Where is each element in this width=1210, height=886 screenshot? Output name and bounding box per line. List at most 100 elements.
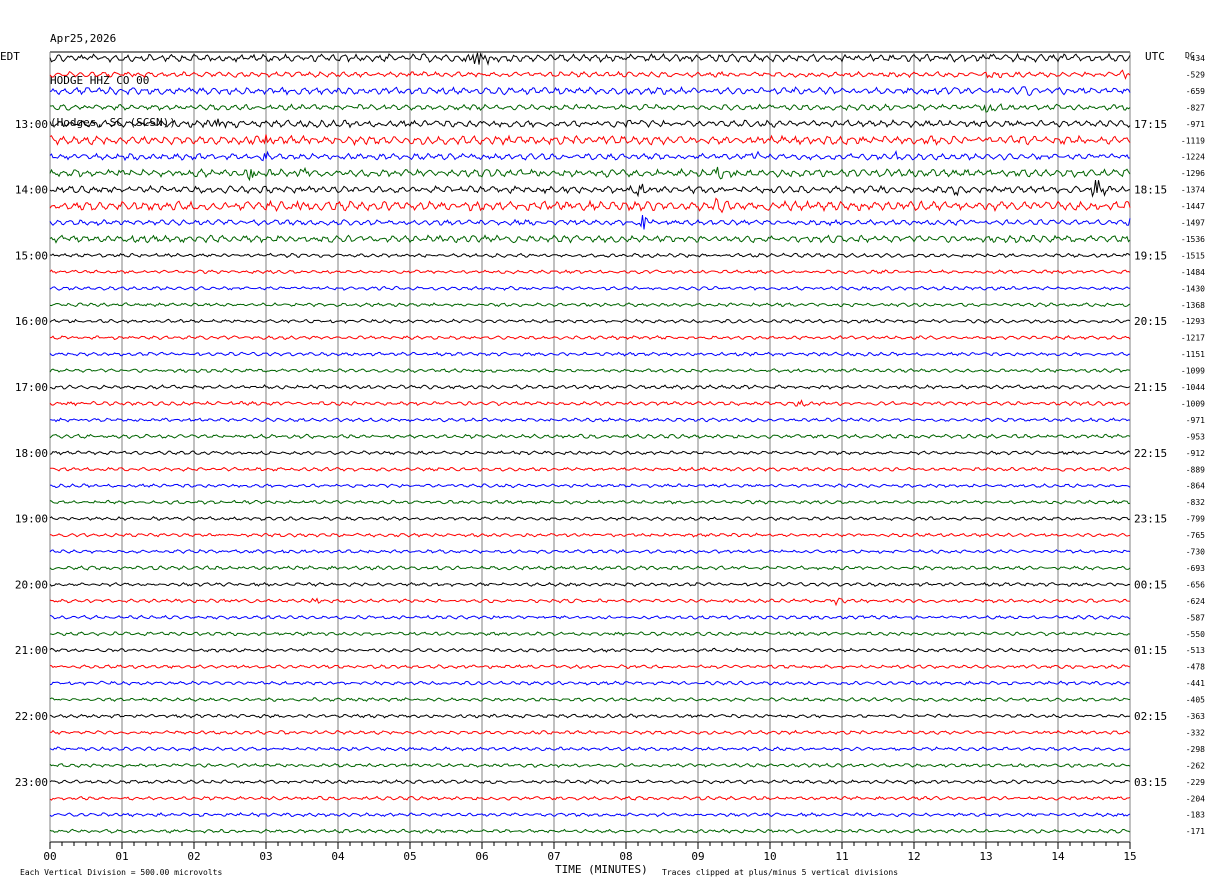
dc-offset-label: -587 [1186,613,1205,622]
trace-line [49,215,1131,230]
x-tick-label: 14 [1051,850,1065,863]
trace-line [49,368,1131,373]
clip-note: Traces clipped at plus/minus 5 vertical … [662,868,898,877]
trace-line [49,532,1131,538]
dc-offset-label: -971 [1186,120,1205,129]
trace-line [49,234,1131,244]
x-tick-label: 09 [691,850,704,863]
trace-line [49,631,1131,637]
dc-offset-label: -1044 [1181,383,1205,392]
x-tick-label: 15 [1123,850,1136,863]
trace-line [49,466,1131,472]
edt-hour-label: 16:00 [15,315,48,328]
dc-offset-label: -693 [1186,564,1205,573]
dc-offset-label: -1099 [1181,367,1205,376]
trace-line [49,86,1131,97]
edt-hour-label: 14:00 [15,184,48,197]
trace-line [49,647,1131,653]
trace-line [49,384,1131,390]
dc-offset-label: -478 [1186,663,1205,672]
trace-line [49,351,1131,357]
utc-hour-label: 01:15 [1134,644,1167,657]
utc-hour-label: 23:15 [1134,513,1167,526]
edt-hour-label: 20:00 [15,578,48,591]
utc-axis-label: UTC [1145,50,1165,63]
utc-hour-label: 20:15 [1134,315,1167,328]
edt-hour-label: 19:00 [15,513,48,526]
trace-line [49,516,1131,522]
utc-hour-label: 17:15 [1134,118,1167,131]
x-tick-label: 10 [763,850,776,863]
dc-offset-label: -1296 [1181,169,1205,178]
dc-offset-label: -1224 [1181,153,1205,162]
dc-offset-label: -1497 [1181,219,1205,228]
dc-offset-label: -1217 [1181,334,1205,343]
trace-line [49,149,1131,162]
x-tick-label: 02 [187,850,200,863]
trace-line [49,252,1131,259]
trace-line [49,318,1131,324]
trace-line [49,581,1131,588]
trace-line [49,269,1131,275]
trace-line [49,795,1131,801]
trace-line [49,565,1131,571]
trace-line [49,548,1131,555]
trace-line [49,664,1131,670]
axis-labels: 00 01 02 03 04 05 06 07 08 09 10 11 12 13 14 15 -434 -529… [15,54,1205,863]
dc-offset-label: -1484 [1181,268,1205,277]
edt-hour-label: 17:00 [15,381,48,394]
dc-label: DC [1185,51,1195,60]
x-tick-label: 07 [547,850,560,863]
trace-line [49,597,1131,607]
dc-offset-label: -1151 [1181,350,1205,359]
utc-hour-label: 03:15 [1134,776,1167,789]
trace-line [49,433,1131,440]
x-tick-label: 12 [907,850,920,863]
x-tick-label: 08 [619,850,632,863]
dc-offset-label: -1368 [1181,301,1205,310]
dc-offset-label: -405 [1186,696,1205,705]
edt-hour-label: 21:00 [15,644,48,657]
trace-line [49,118,1131,129]
trace-line [49,450,1131,456]
trace-line [49,417,1131,423]
dc-offset-label: -827 [1186,103,1205,112]
dc-offset-label: -799 [1186,515,1205,524]
dc-offset-label: -953 [1186,432,1205,441]
dc-offset-label: -262 [1186,761,1205,770]
utc-hour-label: 18:15 [1134,184,1167,197]
edt-axis-label: EDT [0,50,20,63]
dc-offset-label: -730 [1186,548,1205,557]
x-axis-title: TIME (MINUTES) [555,863,648,876]
trace-line [49,499,1131,505]
utc-hour-label: 02:15 [1134,710,1167,723]
x-tick-label: 11 [835,850,848,863]
x-tick-label: 03 [259,850,272,863]
edt-hour-label: 22:00 [15,710,48,723]
x-tick-label: 00 [43,850,56,863]
utc-hour-label: 19:15 [1134,249,1167,262]
dc-offset-label: -298 [1186,745,1205,754]
utc-hour-label: 21:15 [1134,381,1167,394]
dc-offset-label: -912 [1186,449,1205,458]
date-label: Apr25,2026 [50,32,117,45]
trace-line [49,828,1131,834]
trace-line [49,812,1131,818]
dc-offset-label: -1293 [1181,317,1205,326]
utc-hour-label: 00:15 [1134,578,1167,591]
dc-offset-label: -441 [1186,679,1205,688]
seismic-traces [49,52,1131,834]
dc-offset-label: -434 [1186,54,1205,63]
dc-offset-label: -864 [1186,482,1205,491]
dc-offset-label: -550 [1186,630,1205,639]
trace-line [49,197,1131,214]
trace-line [49,399,1131,407]
trace-line [49,69,1131,80]
dc-offset-label: -529 [1186,70,1205,79]
x-tick-label: 13 [979,850,992,863]
trace-line [49,103,1131,113]
dc-offset-label: -765 [1186,531,1205,540]
trace-line [49,483,1131,489]
dc-offset-label: -229 [1186,778,1205,787]
